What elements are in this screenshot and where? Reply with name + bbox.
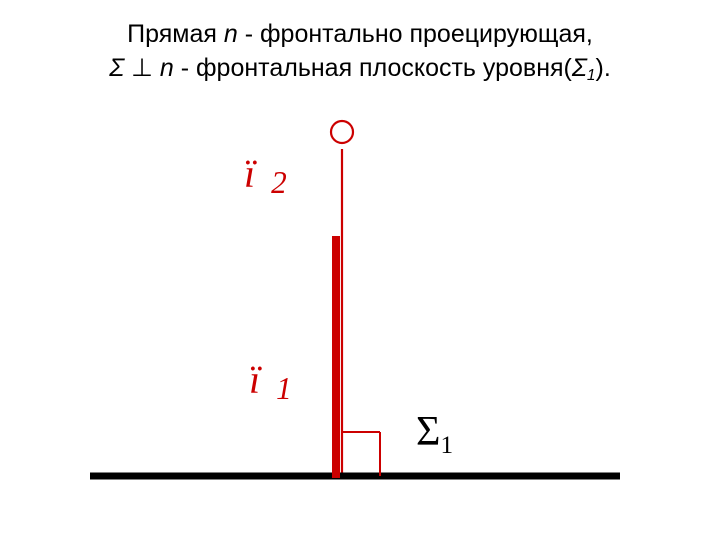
label-i1: ï 1 [249,356,292,403]
diagram-svg [0,0,720,540]
label-sigma1: Σ1 [416,408,453,456]
page-root: Прямая n - фронтально проецирующая, Σ ⊥ … [0,0,720,540]
label-i2: ï 2 [244,150,287,197]
label-i1-char: ï [249,357,260,402]
label-i1-sub: 1 [270,371,292,406]
point-circle [331,121,353,143]
label-sigma-sub: 1 [440,432,453,459]
label-i2-sub: 2 [265,165,287,200]
label-sigma-char: Σ [416,409,440,455]
label-i2-char: ï [244,151,255,196]
